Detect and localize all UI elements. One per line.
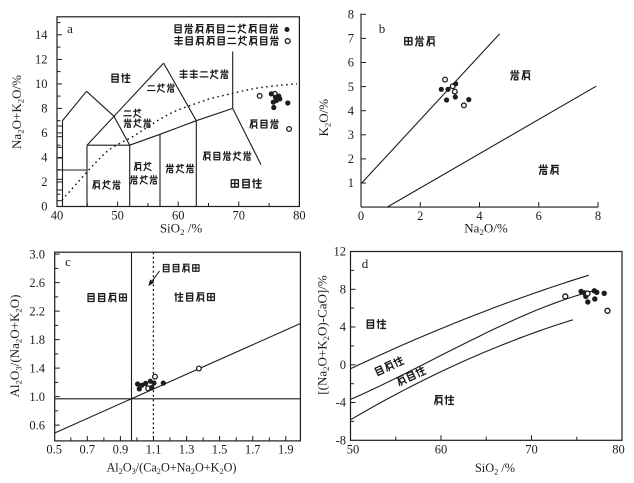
svg-text:8: 8 [340, 283, 346, 297]
svg-text:0.7: 0.7 [79, 443, 95, 457]
svg-text:2: 2 [417, 209, 423, 223]
svg-text:4: 4 [476, 209, 483, 223]
svg-text:1.5: 1.5 [212, 443, 228, 457]
svg-text:60: 60 [172, 209, 185, 223]
svg-text:4: 4 [41, 151, 48, 165]
svg-text:6: 6 [536, 209, 542, 223]
svg-text:Al2​O3​/(Ca2​O+Na2​O+K2​O): Al2​O3​/(Ca2​O+Na2​O+K2​O) [106, 461, 236, 477]
svg-text:-8: -8 [336, 434, 346, 448]
svg-text:0: 0 [358, 209, 364, 223]
svg-text:8: 8 [595, 209, 601, 223]
svg-text:6: 6 [41, 126, 47, 140]
svg-text:50: 50 [111, 209, 124, 223]
svg-text:8: 8 [41, 102, 47, 116]
svg-text:14: 14 [35, 28, 48, 42]
svg-text:2.2: 2.2 [29, 304, 45, 318]
svg-text:SiO2​ /%: SiO2​ /% [475, 461, 515, 477]
svg-text:60: 60 [435, 443, 448, 457]
svg-text:70: 70 [525, 443, 538, 457]
svg-text:4: 4 [340, 320, 347, 334]
svg-text:b: b [379, 21, 386, 36]
svg-text:2.6: 2.6 [29, 276, 45, 290]
svg-text:[(Na2​O+K2​O)-CaO]/%: [(Na2​O+K2​O)-CaO]/% [315, 275, 332, 395]
svg-text:Al2​O3​/(Na2​O+K2​O): Al2​O3​/(Na2​O+K2​O) [7, 295, 24, 398]
svg-text:2: 2 [348, 152, 354, 166]
svg-text:12: 12 [334, 245, 347, 259]
svg-text:6: 6 [348, 56, 354, 70]
svg-text:1.0: 1.0 [29, 390, 45, 404]
svg-text:3: 3 [348, 128, 354, 142]
svg-text:Na2​O+K2​O/%: Na2​O+K2​O/% [9, 75, 26, 149]
svg-text:1.4: 1.4 [29, 361, 45, 375]
svg-text:5: 5 [348, 80, 354, 94]
svg-text:2: 2 [41, 175, 47, 189]
svg-text:1.1: 1.1 [146, 443, 162, 457]
svg-text:-4: -4 [336, 396, 347, 410]
svg-text:a: a [67, 21, 73, 36]
svg-text:70: 70 [233, 209, 246, 223]
svg-text:K2​O/%: K2​O/% [316, 99, 333, 137]
svg-text:0.9: 0.9 [113, 443, 129, 457]
svg-text:0: 0 [41, 200, 47, 214]
svg-text:10: 10 [35, 77, 48, 91]
svg-text:1.7: 1.7 [245, 443, 261, 457]
svg-text:d: d [362, 256, 369, 271]
svg-text:4: 4 [348, 104, 355, 118]
svg-text:12: 12 [35, 53, 48, 67]
svg-text:1: 1 [348, 176, 354, 190]
svg-text:8: 8 [348, 8, 354, 22]
svg-text:3.0: 3.0 [29, 247, 45, 261]
svg-text:0: 0 [340, 358, 346, 372]
svg-text:0.6: 0.6 [29, 418, 45, 432]
svg-text:80: 80 [293, 209, 306, 223]
svg-text:1.3: 1.3 [179, 443, 195, 457]
svg-text:80: 80 [612, 443, 625, 457]
svg-text:40: 40 [51, 209, 64, 223]
svg-text:Na2​O/%: Na2​O/% [464, 221, 508, 238]
svg-text:c: c [65, 254, 71, 269]
svg-text:1.9: 1.9 [278, 443, 294, 457]
svg-text:7: 7 [348, 32, 354, 46]
svg-text:SiO2​ /%: SiO2​ /% [160, 221, 203, 238]
svg-text:1.8: 1.8 [29, 333, 45, 347]
svg-text:50: 50 [347, 443, 360, 457]
svg-text:0.5: 0.5 [46, 443, 62, 457]
